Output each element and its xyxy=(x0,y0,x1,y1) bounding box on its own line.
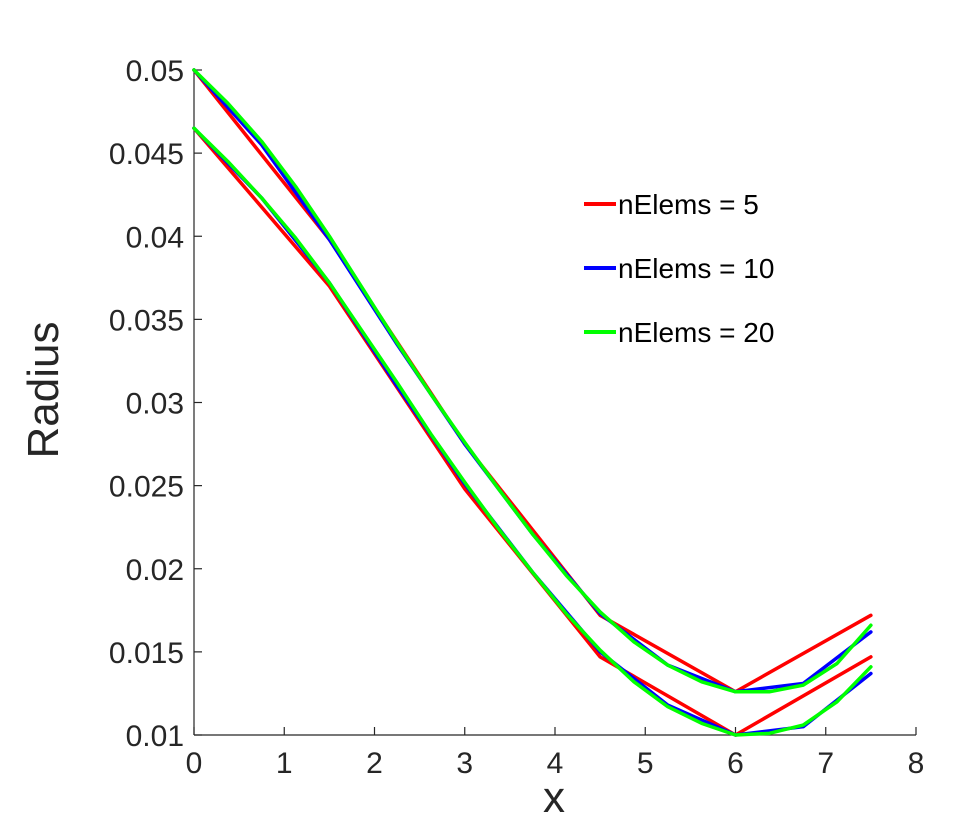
x-tick-label: 4 xyxy=(547,747,564,780)
series-line xyxy=(192,126,873,737)
x-tick-label: 3 xyxy=(456,747,473,780)
x-tick-label: 1 xyxy=(276,747,293,780)
series-nelems-20 xyxy=(192,68,873,737)
legend-item: nElems = 20 xyxy=(584,317,774,348)
series-line xyxy=(192,126,873,737)
y-tick-label: 0.02 xyxy=(126,554,184,587)
x-tick-label: 7 xyxy=(817,747,834,780)
series-nelems-10 xyxy=(192,68,873,737)
x-tick-label: 6 xyxy=(727,747,744,780)
x-axis-title: x xyxy=(543,773,565,817)
legend-item: nElems = 5 xyxy=(584,189,759,220)
legend-label: nElems = 5 xyxy=(618,189,759,220)
plot-lines xyxy=(192,68,873,737)
x-tick-label: 0 xyxy=(186,747,203,780)
y-tick-label: 0.015 xyxy=(109,637,184,670)
series-line xyxy=(192,68,873,694)
legend: nElems = 5 nElems = 10 nElems = 20 xyxy=(584,189,774,348)
y-tick-label: 0.035 xyxy=(109,304,184,337)
y-axis-title: Radius xyxy=(19,322,68,459)
y-tick-label: 0.025 xyxy=(109,471,184,504)
series-nelems-5 xyxy=(192,68,873,737)
legend-label: nElems = 20 xyxy=(618,317,774,348)
series-line xyxy=(192,126,873,737)
y-tick-label: 0.01 xyxy=(126,720,184,753)
y-tick-label: 0.05 xyxy=(126,55,184,88)
y-tick-label: 0.03 xyxy=(126,388,184,421)
series-line xyxy=(192,68,873,694)
series-line xyxy=(192,68,873,694)
x-tick-label: 8 xyxy=(908,747,925,780)
x-tick-label: 2 xyxy=(366,747,383,780)
y-tick-label: 0.045 xyxy=(109,138,184,171)
tick-labels: 0 1 2 3 4 5 6 7 8 0.01 0.015 0.02 0.025 0.03 0.035 0.04… xyxy=(109,55,924,780)
x-tick-label: 5 xyxy=(637,747,654,780)
y-tick-label: 0.04 xyxy=(126,221,184,254)
axes xyxy=(193,69,917,736)
legend-label: nElems = 10 xyxy=(618,253,774,284)
legend-item: nElems = 10 xyxy=(584,253,774,284)
